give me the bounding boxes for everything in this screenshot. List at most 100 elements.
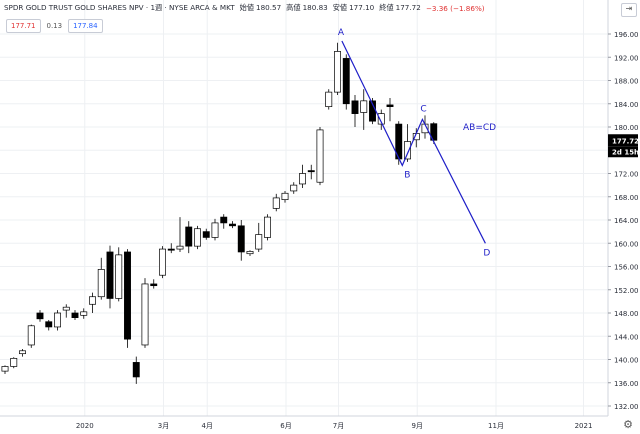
candle-body xyxy=(316,129,324,183)
time-tick-label: 2021 xyxy=(575,422,593,430)
candle xyxy=(159,246,166,279)
time-tick-label: 11月 xyxy=(488,422,504,430)
candle-body xyxy=(272,197,280,209)
candle xyxy=(36,310,44,322)
candle xyxy=(316,127,324,186)
candle xyxy=(246,250,254,257)
candle-body xyxy=(97,269,105,298)
candle xyxy=(290,182,298,194)
candle xyxy=(54,310,61,331)
candle xyxy=(176,217,184,252)
candle xyxy=(27,324,35,348)
candle-body xyxy=(386,104,394,108)
candle-body xyxy=(290,184,298,192)
pattern-point-label: D xyxy=(483,248,490,258)
pattern-point-label: A xyxy=(338,28,345,38)
candle-body xyxy=(307,170,315,173)
candle xyxy=(185,221,193,254)
candle xyxy=(307,164,315,180)
candle-body xyxy=(132,362,140,378)
chart-header: SPDR GOLD TRUST GOLD SHARES NPV · 1週 · N… xyxy=(4,3,485,13)
candle xyxy=(80,308,88,319)
instrument-title: SPDR GOLD TRUST GOLD SHARES NPV · 1週 · N… xyxy=(4,3,235,12)
candle xyxy=(220,214,228,229)
candle-body xyxy=(159,248,166,276)
price-tick-label: 160.00 xyxy=(614,240,639,248)
bid-chip[interactable]: 177.71 xyxy=(6,19,41,33)
price-tick-label: 156.00 xyxy=(614,264,639,272)
pattern-ratio-label: AB=CD xyxy=(463,123,496,133)
change-value: −3.36 (−1.86%) xyxy=(425,3,485,13)
candle-body xyxy=(351,100,359,114)
candle xyxy=(62,304,70,318)
candle-body xyxy=(360,100,368,113)
ask-chip[interactable]: 177.84 xyxy=(68,19,103,33)
price-tick-label: 168.00 xyxy=(614,194,639,202)
price-tick-label: 188.00 xyxy=(614,78,639,86)
candle xyxy=(106,245,114,309)
candle-body xyxy=(176,245,184,250)
candle xyxy=(404,124,411,162)
candle xyxy=(369,97,376,125)
bid-ask-row: 177.71 0.13 177.84 xyxy=(6,19,103,33)
candle xyxy=(342,54,350,110)
time-tick-label: 9月 xyxy=(412,422,423,430)
abcd-line xyxy=(341,40,486,244)
price-tick-label: 144.00 xyxy=(614,333,639,341)
candle-body xyxy=(237,225,245,253)
price-tick-label: 192.00 xyxy=(614,54,639,62)
candle-body xyxy=(167,248,175,251)
gear-icon[interactable]: ⚙ xyxy=(623,418,633,431)
price-tick-label: 180.00 xyxy=(614,124,639,132)
last-price-label: 177.72 xyxy=(612,137,639,145)
candle xyxy=(71,310,79,320)
candle xyxy=(211,218,219,241)
candle xyxy=(386,97,394,122)
candle xyxy=(299,164,306,189)
pattern-point-label: C xyxy=(420,104,426,114)
candle xyxy=(430,122,438,144)
candle xyxy=(281,190,289,203)
candle-body xyxy=(255,234,263,250)
candle-body xyxy=(211,222,219,238)
candle-body xyxy=(115,254,123,299)
candle xyxy=(132,356,140,384)
price-tick-label: 136.00 xyxy=(614,380,639,388)
candle-body xyxy=(299,173,306,185)
time-axis: 2020 3月 4月 6月 7月 9月 11月 2021 xyxy=(76,422,593,430)
candle xyxy=(150,279,158,289)
candle xyxy=(45,319,53,331)
price-tick-label: 132.00 xyxy=(614,403,639,411)
candle-body xyxy=(185,226,193,247)
candle xyxy=(272,193,280,212)
candle xyxy=(237,220,245,261)
spread-value: 0.13 xyxy=(46,22,63,30)
time-tick-label: 2020 xyxy=(76,422,94,430)
candle xyxy=(167,243,175,254)
candle xyxy=(124,249,131,348)
candle xyxy=(1,365,9,375)
candle-body xyxy=(80,311,88,316)
candle-body xyxy=(10,357,18,367)
candle-body xyxy=(19,350,26,355)
candle-body xyxy=(1,366,9,372)
candle xyxy=(360,89,368,130)
candle-body xyxy=(325,91,333,108)
countdown-label: 2d 15h xyxy=(612,148,639,156)
time-tick-label: 6月 xyxy=(280,422,291,430)
candle xyxy=(194,225,201,250)
countdown-box xyxy=(608,146,638,158)
candle-body xyxy=(45,321,53,328)
candle-body xyxy=(150,283,158,287)
candle-body xyxy=(377,113,385,125)
candle xyxy=(97,257,105,300)
scroll-to-latest-button[interactable]: ⇥ xyxy=(621,3,637,17)
price-tick-label: 184.00 xyxy=(614,101,639,109)
price-labels: 177.72 2d 15h xyxy=(608,134,639,158)
pattern-point-label: B xyxy=(404,170,410,180)
price-tick-label: 140.00 xyxy=(614,357,639,365)
candle-body xyxy=(202,231,210,238)
last-price-box xyxy=(608,134,638,147)
candle-body xyxy=(36,312,44,320)
